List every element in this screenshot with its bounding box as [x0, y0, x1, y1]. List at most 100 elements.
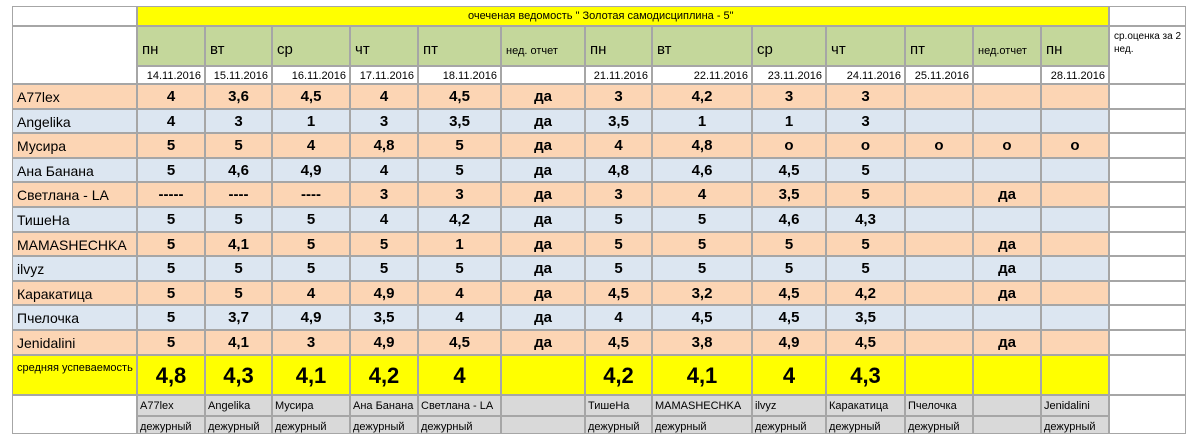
grade-cell[interactable]: 3,7	[205, 305, 272, 330]
date-cell-6[interactable]: 21.11.2016	[585, 66, 652, 84]
grade-cell[interactable]: 4,9	[272, 305, 350, 330]
grade-cell[interactable]: 3	[585, 182, 652, 207]
summary-cell[interactable]	[1109, 231, 1186, 257]
date-cell-2[interactable]: 16.11.2016	[272, 66, 350, 84]
day-header-6[interactable]: пн	[585, 26, 652, 66]
grade-cell[interactable]	[973, 207, 1041, 232]
grade-cell[interactable]: о	[752, 133, 826, 158]
grade-cell[interactable]: 5	[585, 231, 652, 257]
date-cell-1[interactable]: 15.11.2016	[205, 66, 272, 84]
title-empty-cell[interactable]	[1109, 6, 1186, 26]
date-cell-10[interactable]: 25.11.2016	[905, 66, 973, 84]
grade-cell[interactable]: 4,6	[205, 157, 272, 183]
grade-cell[interactable]: 4,5	[752, 280, 826, 306]
day-header-11[interactable]: нед.отчет	[973, 26, 1041, 66]
name-header-cell[interactable]	[12, 26, 137, 84]
grade-cell[interactable]: 5	[272, 231, 350, 257]
grade-cell[interactable]: 3	[350, 182, 418, 207]
grade-cell[interactable]: да	[973, 231, 1041, 257]
grade-cell[interactable]	[1041, 305, 1109, 330]
grade-cell[interactable]	[1041, 108, 1109, 134]
date-cell-0[interactable]: 14.11.2016	[137, 66, 205, 84]
grade-cell[interactable]: 4	[585, 133, 652, 158]
grade-cell[interactable]: 3	[826, 108, 905, 134]
average-cell[interactable]: 4,3	[205, 355, 272, 395]
grade-cell[interactable]: 4,6	[752, 207, 826, 232]
grade-cell[interactable]: да	[501, 108, 585, 134]
grade-cell[interactable]: 4	[350, 157, 418, 183]
duty-name-cell[interactable]: Jenidalini	[1041, 395, 1109, 416]
grade-cell[interactable]: да	[973, 280, 1041, 306]
average-cell[interactable]: 4	[752, 355, 826, 395]
grade-cell[interactable]: 4,5	[272, 84, 350, 109]
grade-cell[interactable]: 4	[137, 84, 205, 109]
grade-cell[interactable]: 3	[752, 84, 826, 109]
average-cell[interactable]: 4,3	[826, 355, 905, 395]
grade-cell[interactable]: 3	[585, 84, 652, 109]
average-cell[interactable]	[501, 355, 585, 395]
average-cell[interactable]	[973, 355, 1041, 395]
grade-cell[interactable]: 3,2	[652, 280, 752, 306]
grade-cell[interactable]: 5	[205, 256, 272, 281]
grade-cell[interactable]: 3,5	[826, 305, 905, 330]
day-header-1[interactable]: вт	[205, 26, 272, 66]
summary-cell[interactable]	[1109, 355, 1186, 395]
grade-cell[interactable]: 5	[205, 207, 272, 232]
day-header-8[interactable]: ср	[752, 26, 826, 66]
grade-cell[interactable]: 4	[272, 280, 350, 306]
student-name-0[interactable]: A77lex	[12, 84, 137, 109]
grade-cell[interactable]: 3,8	[652, 330, 752, 355]
grade-cell[interactable]: 3	[205, 108, 272, 134]
student-name-6[interactable]: MAMASHECHKA	[12, 231, 137, 257]
grade-cell[interactable]: 4,5	[752, 305, 826, 330]
grade-cell[interactable]: 4,5	[826, 330, 905, 355]
grade-cell[interactable]: 4	[585, 305, 652, 330]
average-label[interactable]: средняя успеваемость	[12, 355, 137, 395]
date-cell-11[interactable]	[973, 66, 1041, 84]
grade-cell[interactable]: 5	[585, 256, 652, 281]
grade-cell[interactable]: 4	[350, 207, 418, 232]
duty-label-cell[interactable]: дежурный	[652, 416, 752, 434]
duty-name-cell[interactable]: MAMASHECHKA	[652, 395, 752, 416]
day-header-0[interactable]: пн	[137, 26, 205, 66]
date-cell-12[interactable]: 28.11.2016	[1041, 66, 1109, 84]
grade-cell[interactable]: да	[501, 256, 585, 281]
grade-cell[interactable]: 5	[205, 133, 272, 158]
day-header-4[interactable]: пт	[418, 26, 501, 66]
duty-name-cell[interactable]: ilvyz	[752, 395, 826, 416]
grade-cell[interactable]: 4,5	[752, 157, 826, 183]
grade-cell[interactable]: 5	[137, 256, 205, 281]
grade-cell[interactable]	[1041, 280, 1109, 306]
grade-cell[interactable]: 5	[137, 133, 205, 158]
duty-label-cell[interactable]: дежурный	[137, 416, 205, 434]
grade-cell[interactable]: 5	[418, 133, 501, 158]
grade-cell[interactable]: 3	[350, 108, 418, 134]
grade-cell[interactable]: о	[973, 133, 1041, 158]
grade-cell[interactable]: 5	[418, 256, 501, 281]
date-cell-5[interactable]	[501, 66, 585, 84]
duty-corner[interactable]	[12, 395, 137, 434]
duty-name-cell[interactable]: A77lex	[137, 395, 205, 416]
summary-cell[interactable]	[1109, 256, 1186, 281]
duty-name-cell[interactable]: Пчелочка	[905, 395, 973, 416]
grade-cell[interactable]: 4	[272, 133, 350, 158]
duty-name-cell[interactable]: ТишеНа	[585, 395, 652, 416]
student-name-3[interactable]: Ана Банана	[12, 157, 137, 183]
grade-cell[interactable]: да	[501, 280, 585, 306]
grade-cell[interactable]: да	[501, 305, 585, 330]
grade-cell[interactable]: 5	[826, 157, 905, 183]
duty-label-cell[interactable]: дежурный	[585, 416, 652, 434]
date-cell-3[interactable]: 17.11.2016	[350, 66, 418, 84]
average-cell[interactable]: 4,2	[350, 355, 418, 395]
grade-cell[interactable]: 5	[826, 231, 905, 257]
date-cell-7[interactable]: 22.11.2016	[652, 66, 752, 84]
average-cell[interactable]: 4,1	[272, 355, 350, 395]
grade-cell[interactable]: 4,5	[652, 305, 752, 330]
grade-cell[interactable]	[905, 207, 973, 232]
grade-cell[interactable]: 5	[652, 256, 752, 281]
summary-cell[interactable]	[1109, 330, 1186, 355]
grade-cell[interactable]: 5	[585, 207, 652, 232]
grade-cell[interactable]: 4,5	[585, 280, 652, 306]
grade-cell[interactable]: 3,5	[418, 108, 501, 134]
summary-cell[interactable]	[1109, 395, 1186, 434]
